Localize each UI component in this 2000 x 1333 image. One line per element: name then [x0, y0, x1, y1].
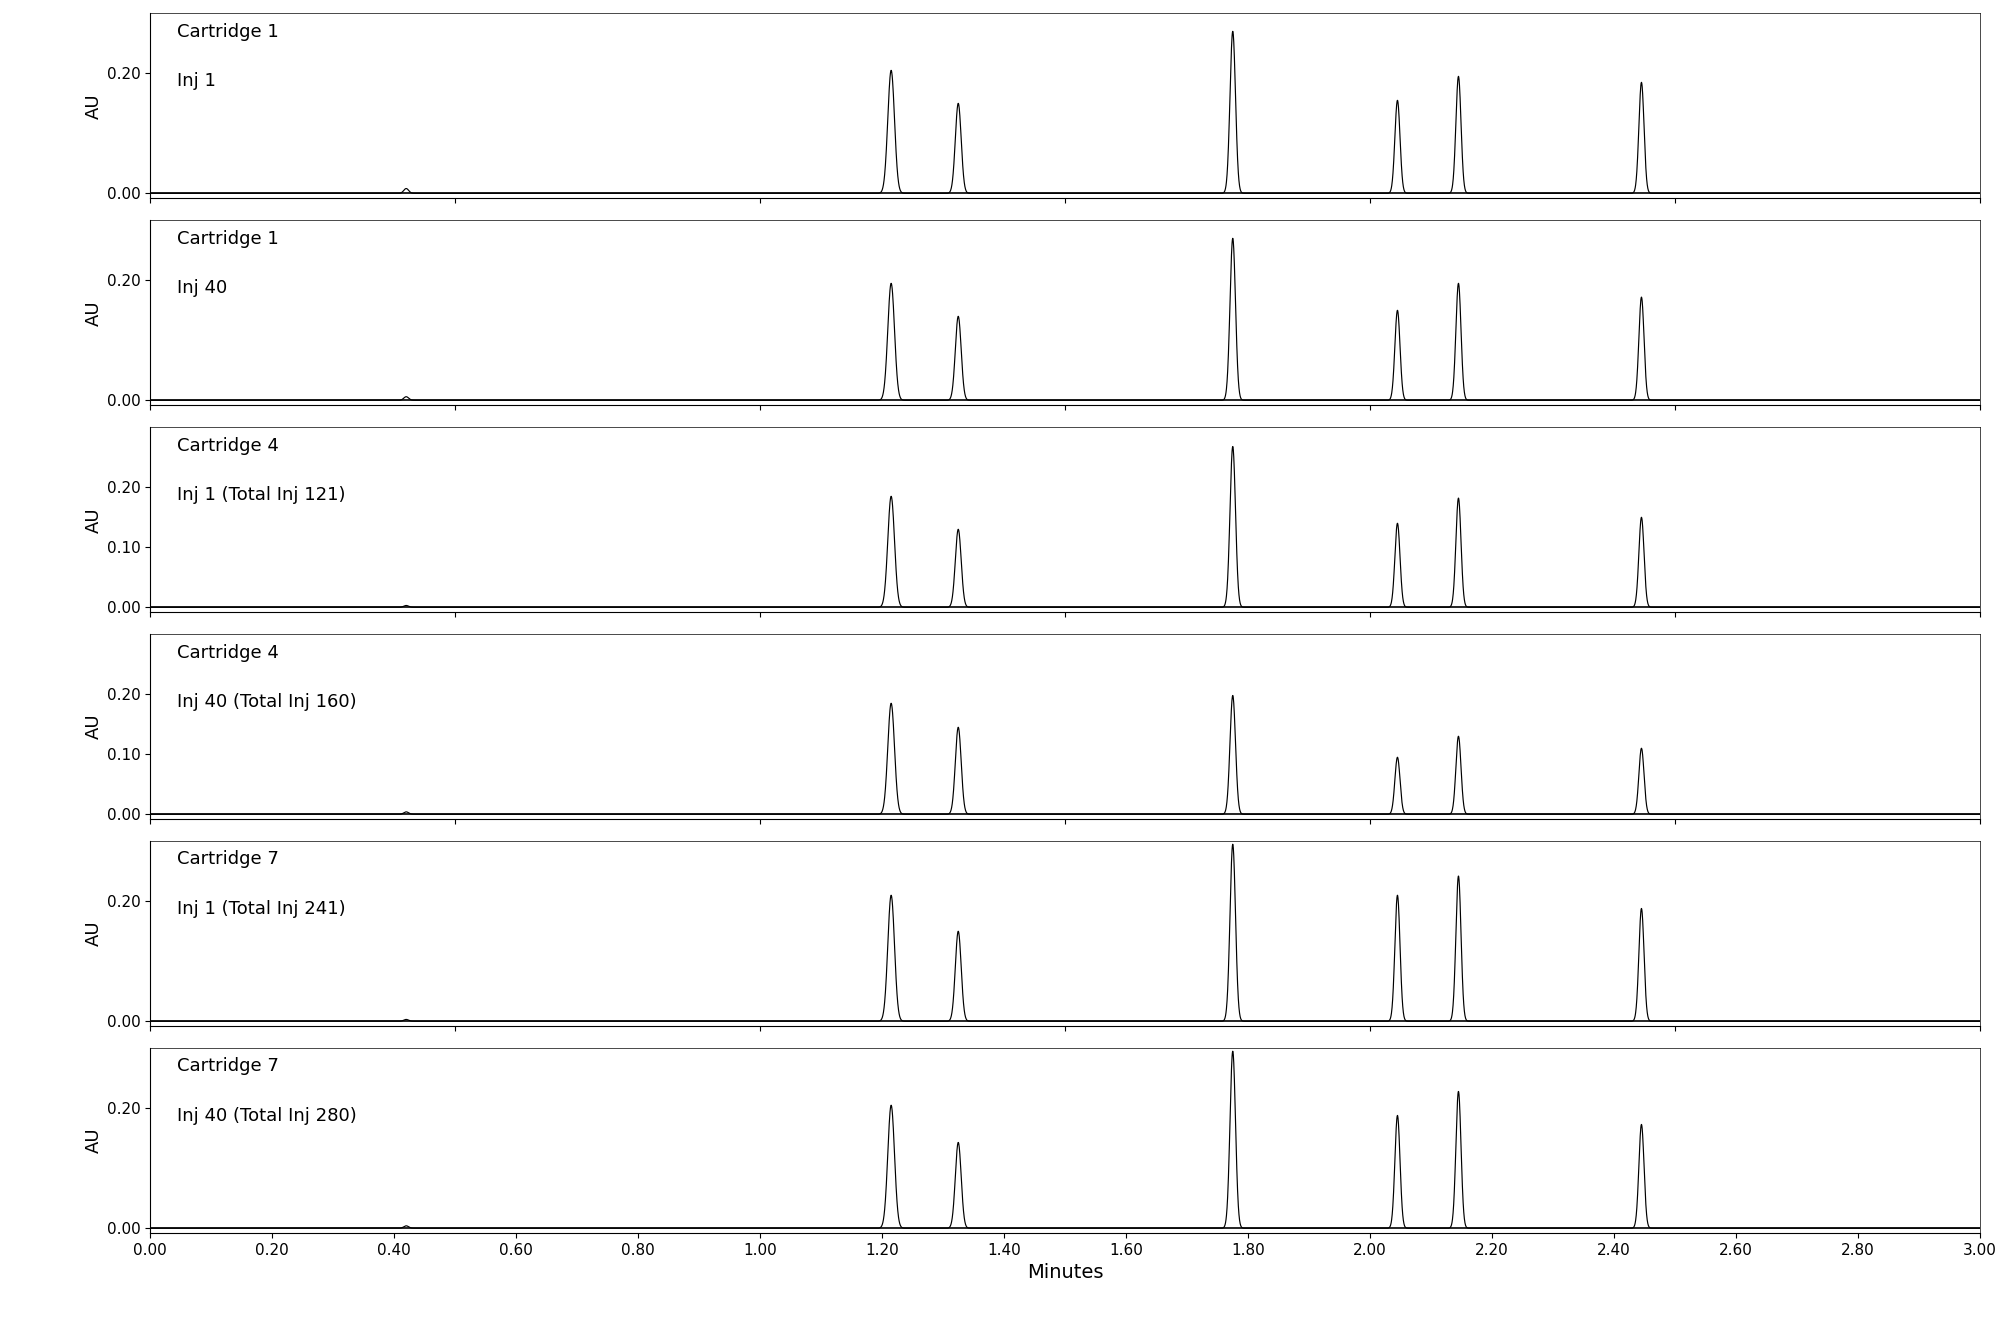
Text: Inj 1 (Total Inj 241): Inj 1 (Total Inj 241): [178, 900, 346, 918]
Text: Cartridge 1: Cartridge 1: [178, 23, 280, 40]
X-axis label: Minutes: Minutes: [1026, 1264, 1104, 1282]
Text: Inj 1 (Total Inj 121): Inj 1 (Total Inj 121): [178, 487, 346, 504]
Y-axis label: AU: AU: [84, 714, 102, 740]
Y-axis label: AU: AU: [84, 93, 102, 119]
Y-axis label: AU: AU: [84, 300, 102, 325]
Text: Inj 40 (Total Inj 160): Inj 40 (Total Inj 160): [178, 693, 358, 712]
Text: Cartridge 4: Cartridge 4: [178, 644, 280, 661]
Y-axis label: AU: AU: [84, 507, 102, 532]
Text: Inj 1: Inj 1: [178, 72, 216, 91]
Text: Cartridge 7: Cartridge 7: [178, 1057, 280, 1076]
Text: Inj 40: Inj 40: [178, 280, 228, 297]
Text: Inj 40 (Total Inj 280): Inj 40 (Total Inj 280): [178, 1108, 358, 1125]
Text: Cartridge 7: Cartridge 7: [178, 850, 280, 869]
Y-axis label: AU: AU: [84, 1128, 102, 1153]
Text: Cartridge 1: Cartridge 1: [178, 229, 280, 248]
Y-axis label: AU: AU: [84, 921, 102, 946]
Text: Cartridge 4: Cartridge 4: [178, 436, 280, 455]
